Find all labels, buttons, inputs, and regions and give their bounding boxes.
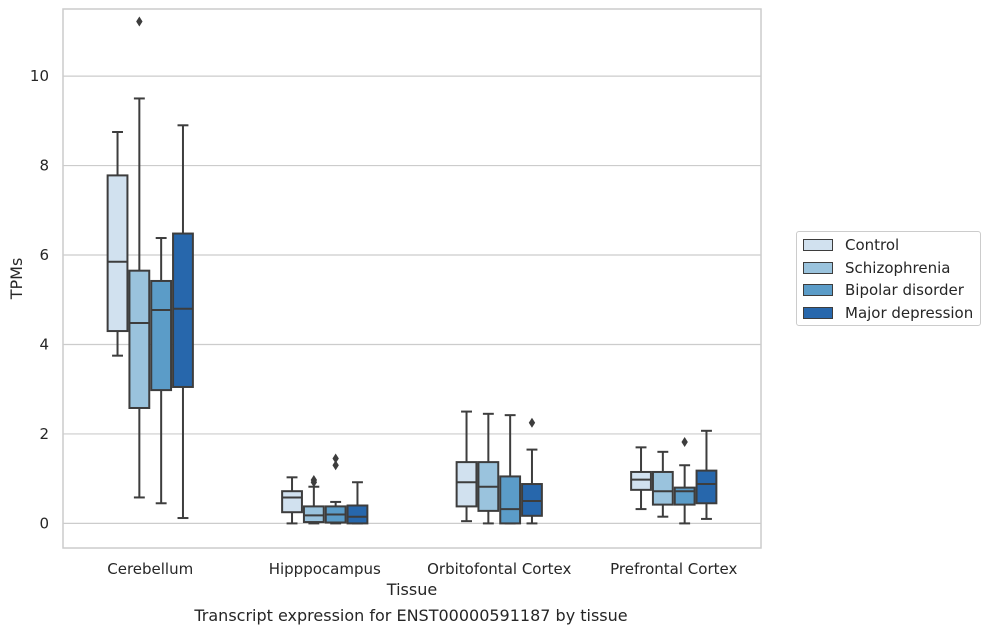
y-tick-label: 2 [39, 425, 49, 443]
box-iqr [172, 232, 194, 388]
box-0-3 [172, 124, 194, 520]
x-tick-label: Orbitofontal Cortex [427, 560, 571, 578]
outlier-point [528, 417, 536, 428]
box-iqr [106, 174, 129, 333]
y-axis-label: TPMs [7, 258, 26, 301]
box-iqr [695, 469, 718, 505]
legend-swatch [803, 306, 833, 319]
y-tick-labels: 0 2 4 6 8 10 [30, 67, 49, 532]
box-3-1 [651, 450, 674, 518]
y-tick-label: 8 [39, 157, 49, 175]
x-tick-label: Cerebellum [107, 560, 193, 578]
legend-label: Major depression [845, 303, 974, 322]
x-tick-label: Prefrontal Cortex [610, 560, 737, 578]
box-2-0 [455, 410, 478, 523]
legend-item: Bipolar disorder [803, 281, 964, 299]
y-tick-label: 4 [39, 335, 49, 353]
box-1-1 [302, 475, 325, 525]
chart-caption: Transcript expression for ENST0000059118… [194, 606, 628, 625]
legend-label: Schizophrenia [845, 258, 951, 277]
outlier-point [136, 16, 143, 27]
legend-item: Schizophrenia [803, 259, 950, 277]
box-0-0 [106, 131, 129, 357]
outlier-point [332, 460, 339, 471]
box-iqr [455, 461, 478, 508]
box-3-2 [673, 436, 696, 525]
box-iqr [499, 475, 522, 525]
legend-label: Control [845, 236, 900, 254]
box-1-2 [324, 453, 347, 525]
legend-swatch [803, 239, 833, 251]
legend-item: Major depression [803, 304, 973, 322]
box-iqr [150, 279, 173, 392]
box-iqr [673, 486, 696, 506]
box-1-0 [281, 476, 303, 525]
legend-label: Bipolar disorder [845, 281, 964, 299]
x-axis-label: Tissue [386, 580, 437, 599]
legend-item: Control [803, 236, 899, 254]
box-2-3 [521, 417, 543, 525]
y-tick-label: 10 [30, 67, 49, 85]
box-0-2 [150, 237, 173, 505]
box-3-3 [695, 429, 718, 520]
outlier-point [681, 436, 688, 447]
box-2-2 [499, 414, 522, 525]
x-tick-labels: Cerebellum Hipppocampus Orbitofontal Corte… [107, 560, 737, 578]
box-iqr [521, 483, 543, 517]
box-0-1 [128, 16, 151, 499]
box-iqr [128, 269, 151, 409]
legend-swatch [803, 284, 833, 296]
outlier-point [332, 453, 339, 464]
y-tick-label: 0 [39, 514, 49, 532]
box-iqr [346, 504, 369, 525]
box-iqr [302, 505, 325, 524]
y-tick-label: 6 [39, 246, 49, 264]
box-iqr [281, 490, 303, 514]
x-tick-label: Hipppocampus [269, 560, 381, 578]
plot-frame [62, 8, 762, 549]
box-2-1 [477, 412, 500, 525]
outlier-point [310, 477, 318, 488]
box-1-3 [346, 481, 369, 525]
box-groups [106, 16, 718, 525]
legend-swatch [803, 261, 833, 274]
box-iqr [651, 470, 674, 506]
box-3-0 [630, 446, 652, 511]
box-iqr [630, 470, 652, 491]
legend: Control Schizophrenia Bipolar disorder Majo… [796, 231, 981, 326]
